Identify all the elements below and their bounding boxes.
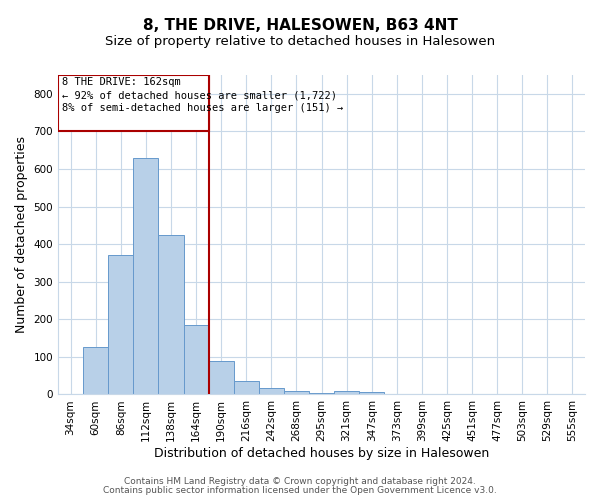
Y-axis label: Number of detached properties: Number of detached properties: [15, 136, 28, 333]
Bar: [83, 346, 108, 395]
Text: 8 THE DRIVE: 162sqm
← 92% of detached houses are smaller (1,722)
8% of semi-deta: 8 THE DRIVE: 162sqm ← 92% of detached ho…: [62, 77, 343, 114]
Bar: [284, 392, 309, 394]
Bar: [158, 234, 184, 394]
Bar: [184, 325, 209, 394]
Text: Contains public sector information licensed under the Open Government Licence v3: Contains public sector information licen…: [103, 486, 497, 495]
Bar: [359, 392, 384, 394]
Bar: [209, 360, 233, 394]
Bar: [108, 256, 133, 394]
Bar: [259, 388, 284, 394]
Bar: [233, 380, 259, 394]
X-axis label: Distribution of detached houses by size in Halesowen: Distribution of detached houses by size …: [154, 447, 489, 460]
Bar: [334, 392, 359, 394]
Bar: [309, 392, 334, 394]
FancyBboxPatch shape: [58, 75, 209, 132]
Text: 8, THE DRIVE, HALESOWEN, B63 4NT: 8, THE DRIVE, HALESOWEN, B63 4NT: [143, 18, 457, 32]
Text: Contains HM Land Registry data © Crown copyright and database right 2024.: Contains HM Land Registry data © Crown c…: [124, 477, 476, 486]
Text: Size of property relative to detached houses in Halesowen: Size of property relative to detached ho…: [105, 35, 495, 48]
Bar: [133, 158, 158, 394]
